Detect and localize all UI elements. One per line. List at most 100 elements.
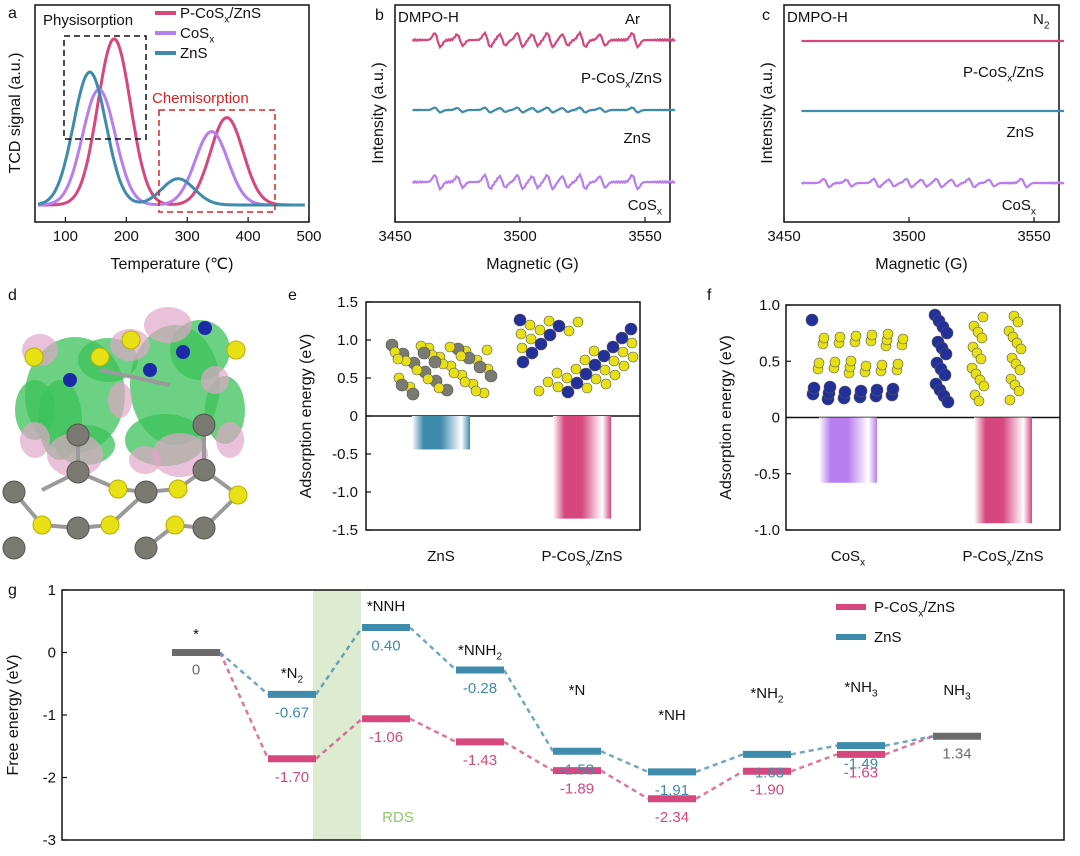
structure-atom xyxy=(941,395,955,409)
energy-value: -0.28 xyxy=(463,680,497,697)
0-tick-label: 300 xyxy=(175,228,200,245)
panel-a-frame xyxy=(34,4,310,223)
structure-atom xyxy=(561,385,575,399)
structure-atom xyxy=(807,381,821,395)
s-atom xyxy=(165,515,185,535)
structure-atom xyxy=(433,382,445,394)
panel-b-gas-label: Ar xyxy=(625,11,640,28)
legend-label: ZnS xyxy=(874,629,902,646)
y-tick-label: 0.5 xyxy=(337,370,358,387)
1-tick-label: 3500 xyxy=(503,228,536,245)
panel-letter-c: c xyxy=(762,7,770,24)
structure-atom xyxy=(617,346,629,358)
pathway-connector xyxy=(218,651,270,760)
pathway-connector xyxy=(790,753,838,773)
structure-atom xyxy=(484,369,498,383)
y-tick-label: -0.5 xyxy=(332,446,358,463)
structure-atom xyxy=(428,355,442,369)
structure-atom xyxy=(513,313,527,327)
atom-bond xyxy=(99,368,171,387)
structure-atom xyxy=(525,346,539,360)
energy-value: -1.91 xyxy=(655,782,689,799)
energy-value: -2.34 xyxy=(655,809,689,826)
zn-atom xyxy=(2,536,26,560)
physisorption-label: Physisorption xyxy=(43,12,133,29)
panel-b-spectrum xyxy=(411,172,676,192)
structure-atom xyxy=(866,329,878,341)
panel-letter-f: f xyxy=(707,287,712,304)
structure-atom xyxy=(627,351,639,363)
zn-atom xyxy=(66,423,90,447)
chemisorption-label: Chemisorption xyxy=(152,90,249,107)
structure-atom xyxy=(892,358,904,370)
y-tick-label: 0 xyxy=(350,408,358,425)
1-tick-label: 3550 xyxy=(628,228,661,245)
structure-atom xyxy=(838,385,852,399)
1-tick-label: 3450 xyxy=(378,228,411,245)
panel-c-probe-label: DMPO-H xyxy=(787,9,848,26)
panel-b-ylabel: Intensity (a.u.) xyxy=(370,62,387,163)
bar-category-label: ZnS xyxy=(427,548,455,565)
bar xyxy=(974,417,1032,524)
panel-a-xlabel: Temperature (℃) xyxy=(111,256,234,273)
structure-atom xyxy=(845,355,857,367)
structure-atom xyxy=(609,369,621,381)
y-tick-label: -1.5 xyxy=(332,522,358,539)
pink-lobe xyxy=(144,307,192,343)
structure-atom xyxy=(813,357,825,369)
2-tick-label: 3450 xyxy=(767,228,800,245)
structure-atom xyxy=(1015,343,1027,355)
y-tick-label: 0.5 xyxy=(759,353,780,370)
panel-a-series-line xyxy=(37,70,305,207)
y-tick-label: 1.0 xyxy=(759,297,780,314)
pathway-connector xyxy=(503,740,554,772)
structure-atom xyxy=(626,337,638,349)
structure-atom xyxy=(542,376,554,388)
pathway-connector xyxy=(219,651,269,696)
structure-atom xyxy=(459,376,471,388)
bar xyxy=(412,416,470,450)
structure-atom xyxy=(600,378,612,390)
y-tick-label: -2 xyxy=(43,770,56,787)
s-atom xyxy=(24,347,44,367)
structure-atom xyxy=(975,353,987,365)
structure-atom xyxy=(870,383,884,397)
structure-atom xyxy=(561,372,573,384)
structure-atom xyxy=(551,367,563,379)
panel-letter-b: b xyxy=(375,7,384,24)
structure-atom xyxy=(608,355,620,367)
energy-value: -1.06 xyxy=(369,729,403,746)
structure-atom xyxy=(515,328,527,340)
pink-lobe xyxy=(20,422,50,458)
species-label: *NH2 xyxy=(750,685,784,706)
zn-atom xyxy=(66,516,90,540)
structure-atom xyxy=(606,340,620,354)
structure-atom xyxy=(854,384,868,398)
s-atom xyxy=(100,515,120,535)
pathway-connector xyxy=(502,669,555,752)
y-tick-label: 0 xyxy=(48,645,56,662)
structure-atom xyxy=(524,319,536,331)
legend-label: ZnS xyxy=(180,45,208,62)
physisorption-box xyxy=(63,35,147,140)
s-atom xyxy=(90,347,110,367)
y-tick-label: 0 xyxy=(772,410,780,427)
structure-atom xyxy=(448,367,460,379)
0-tick-label: 200 xyxy=(114,228,139,245)
pathway-connector xyxy=(884,735,934,756)
structure-atom xyxy=(570,376,584,390)
pathway-connector xyxy=(790,744,838,756)
chemisorption-box xyxy=(158,109,276,213)
energy-value: -1.58 xyxy=(560,761,594,778)
structure-atom xyxy=(579,354,591,366)
structure-atom xyxy=(973,395,985,407)
structure-atom xyxy=(976,332,988,344)
structure-atom xyxy=(534,324,546,336)
panel-d-isosurface-image xyxy=(2,307,248,560)
species-label: *NH xyxy=(658,707,686,724)
structure-atom xyxy=(581,382,593,394)
panel-b-frame xyxy=(394,4,671,223)
structure-atom xyxy=(590,373,602,385)
2-tick-label: 3500 xyxy=(892,228,925,245)
